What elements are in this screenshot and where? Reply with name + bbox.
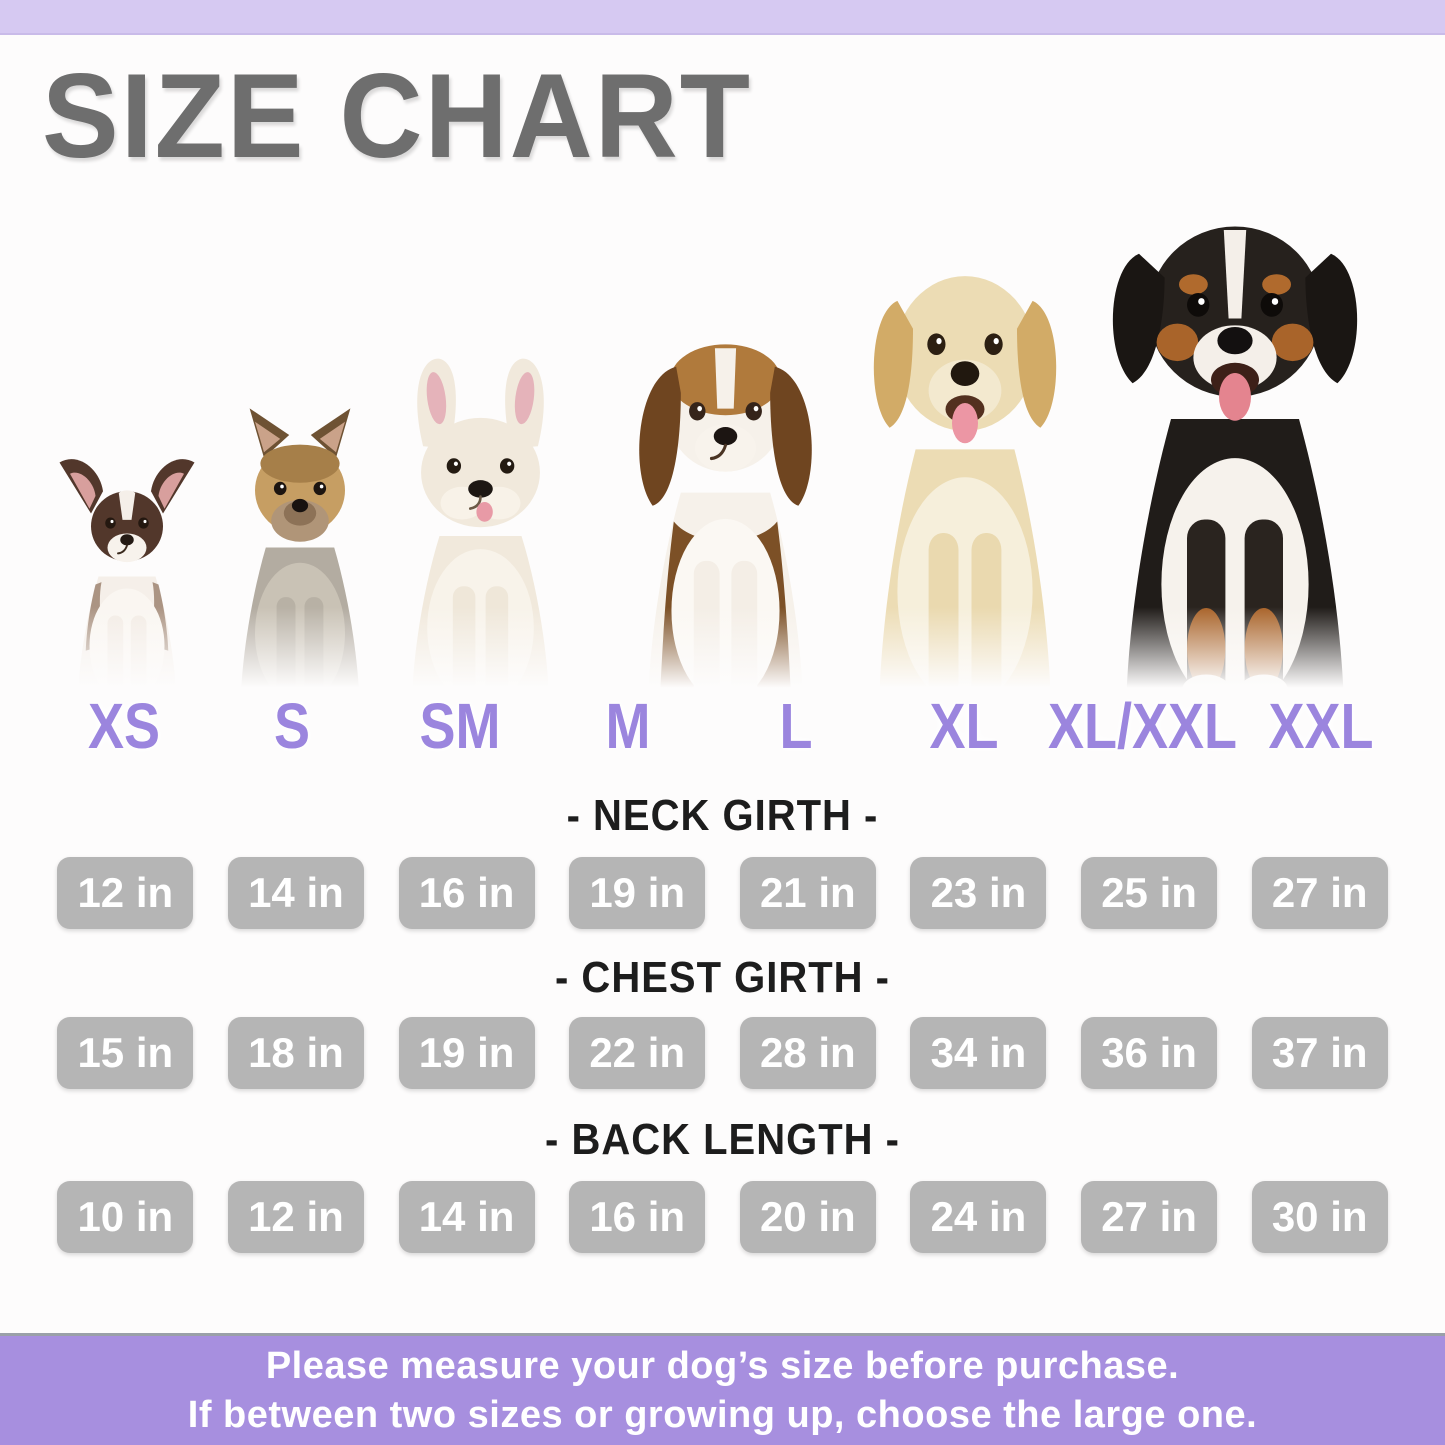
neck-girth-value-m: 19 in xyxy=(569,857,706,929)
chest-girth-value-xl-xxl: 36 in xyxy=(1081,1017,1218,1089)
footer-line-1: Please measure your dog’s size before pu… xyxy=(265,1344,1180,1387)
neck-girth-value-sm: 16 in xyxy=(398,857,535,929)
chest-girth-value-s: 18 in xyxy=(227,1017,364,1089)
size-label-xl: XL xyxy=(929,691,999,763)
neck-girth-header: - NECK GIRTH - xyxy=(566,792,879,840)
back-length-value-xxl: 30 in xyxy=(1251,1181,1388,1253)
neck-girth-row: 12 in 14 in 16 in 19 in 21 in 23 in 25 i… xyxy=(40,856,1405,930)
back-length-row: 10 in 12 in 14 in 16 in 20 in 24 in 27 i… xyxy=(40,1180,1405,1254)
footer-line-2: If between two sizes or growing up, choo… xyxy=(187,1393,1258,1436)
dog-fade-overlay xyxy=(0,607,1445,702)
neck-girth-value-xxl: 27 in xyxy=(1251,857,1388,929)
back-length-value-xl: 24 in xyxy=(910,1181,1047,1253)
chest-girth-value-xl: 34 in xyxy=(910,1017,1047,1089)
back-length-value-l: 20 in xyxy=(739,1181,876,1253)
neck-girth-value-l: 21 in xyxy=(739,857,876,929)
size-label-sm: SM xyxy=(419,691,501,763)
neck-girth-value-xl-xxl: 25 in xyxy=(1081,857,1218,929)
neck-girth-value-xs: 12 in xyxy=(57,857,194,929)
dog-lineup xyxy=(0,140,1445,702)
size-label-m: M xyxy=(605,691,651,763)
page-title: SIZE CHART xyxy=(42,50,752,184)
chest-girth-value-xs: 15 in xyxy=(57,1017,194,1089)
size-label-xxl: XXL xyxy=(1268,691,1374,763)
chest-girth-value-l: 28 in xyxy=(739,1017,876,1089)
size-label-xl-xxl: XL/XXL xyxy=(1047,691,1237,763)
back-length-value-xl-xxl: 27 in xyxy=(1081,1181,1218,1253)
size-labels-row: XS S SM M L XL XL/XXL XXL xyxy=(40,688,1405,766)
chest-girth-value-sm: 19 in xyxy=(398,1017,535,1089)
back-length-value-s: 12 in xyxy=(227,1181,364,1253)
back-length-value-m: 16 in xyxy=(569,1181,706,1253)
chest-girth-value-m: 22 in xyxy=(569,1017,706,1089)
neck-girth-value-s: 14 in xyxy=(227,857,364,929)
top-border-bar xyxy=(0,0,1445,35)
chest-girth-row: 15 in 18 in 19 in 22 in 28 in 34 in 36 i… xyxy=(40,1016,1405,1090)
size-label-l: L xyxy=(779,691,813,763)
back-length-value-sm: 14 in xyxy=(398,1181,535,1253)
chest-girth-value-xxl: 37 in xyxy=(1251,1017,1388,1089)
neck-girth-value-xl: 23 in xyxy=(910,857,1047,929)
size-label-s: S xyxy=(273,691,310,763)
chest-girth-header: - CHEST GIRTH - xyxy=(555,954,890,1002)
back-length-value-xs: 10 in xyxy=(57,1181,194,1253)
back-length-header: - BACK LENGTH - xyxy=(545,1116,900,1164)
size-label-xs: XS xyxy=(87,691,161,763)
footer-note: Please measure your dog’s size before pu… xyxy=(0,1333,1445,1445)
